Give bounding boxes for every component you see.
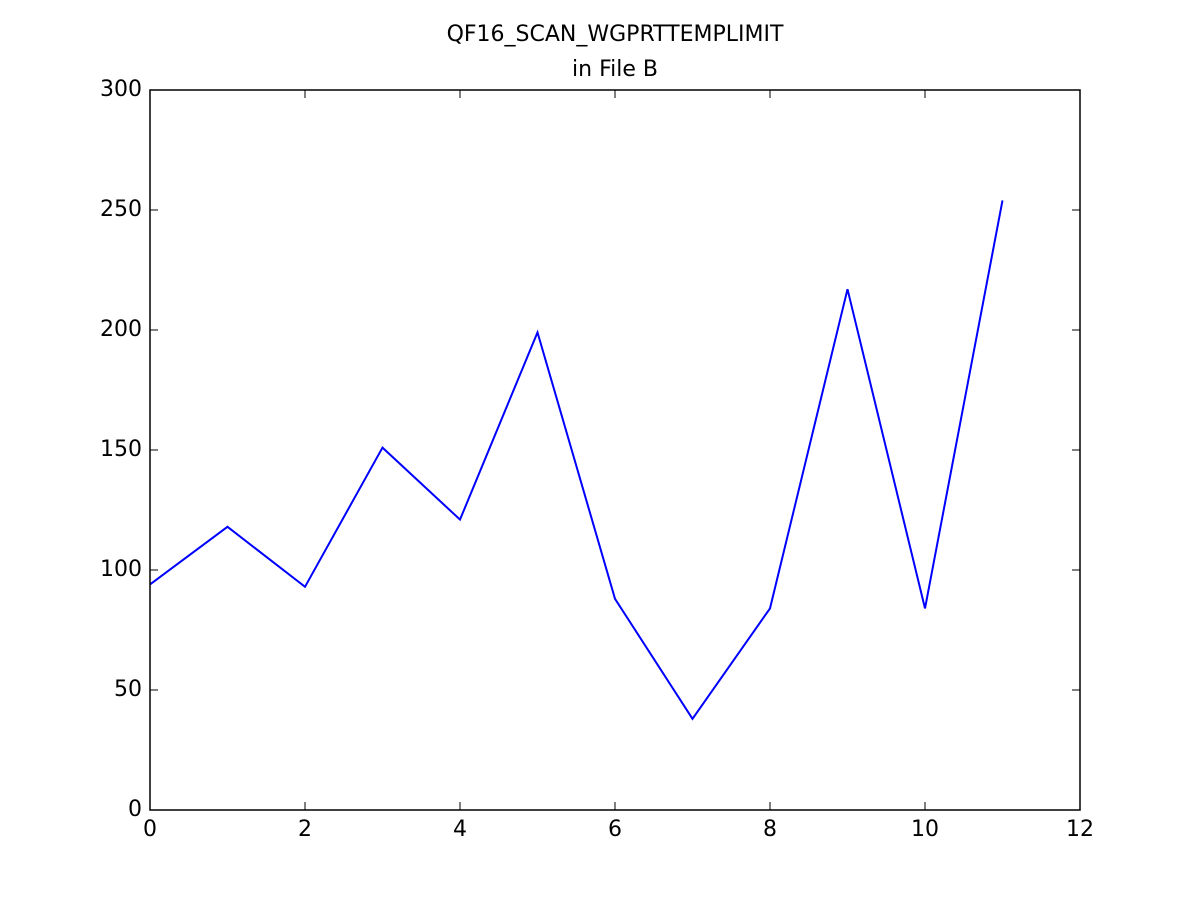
x-tick-label: 0 (143, 817, 157, 842)
chart-title: QF16_SCAN_WGPRTTEMPLIMIT (447, 22, 784, 47)
x-tick-label: 2 (298, 817, 312, 842)
y-tick-label: 150 (100, 437, 142, 462)
x-tick-label: 12 (1066, 817, 1094, 842)
y-tick-label: 0 (128, 797, 142, 822)
x-tick-label: 4 (453, 817, 467, 842)
x-tick-label: 6 (608, 817, 622, 842)
chart-subtitle: in File B (572, 57, 658, 82)
y-tick-label: 250 (100, 197, 142, 222)
plot-frame (149, 89, 1081, 811)
y-tick-label: 100 (100, 557, 142, 582)
data-line (149, 200, 1004, 721)
x-tick-label: 8 (763, 817, 777, 842)
y-tick-label: 50 (114, 677, 142, 702)
y-tick-label: 200 (100, 317, 142, 342)
y-tick-label: 300 (100, 77, 142, 102)
x-tick-label: 10 (911, 817, 939, 842)
